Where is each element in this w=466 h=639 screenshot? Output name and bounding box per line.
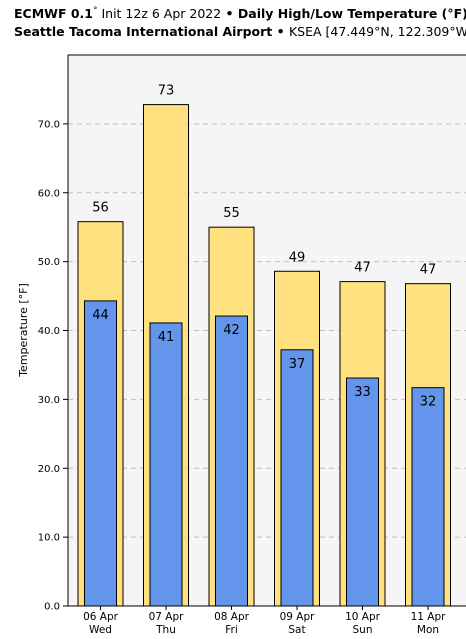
high-temp-label: 73 [158,84,175,99]
y-tick-label: 50.0 [38,257,60,268]
y-axis-label: Temperature [°F] [17,283,30,378]
separator: • [272,24,289,39]
low-temp-label: 44 [92,308,109,323]
low-temp-label: 33 [354,385,371,400]
init-time: Init 12z 6 Apr 2022 [97,6,222,21]
high-temp-label: 56 [92,201,109,216]
high-temp-label: 55 [223,206,240,221]
y-tick-label: 30.0 [38,395,60,406]
low-temp-label: 42 [223,323,240,338]
low-temp-bar [149,322,183,607]
x-tick-weekday: Sun [353,624,373,636]
axes: 0.0 10.0 20.0 30.0 40.0 50.0 60.0 70.0 06 AprWed… [38,54,466,636]
y-tick-label: 20.0 [38,464,60,475]
degree-sign: ° [92,6,98,16]
low-temp-bar [84,300,117,607]
high-temp-label: 47 [420,263,437,278]
x-tick-weekday: Wed [89,624,112,636]
y-tick-label: 0.0 [44,602,60,613]
x-tick-date: 08 Apr [214,611,250,623]
x-tick-date: 06 Apr [83,611,119,623]
x-tick-weekday: Mon [417,624,439,636]
y-tick-label: 70.0 [38,119,60,130]
model-name: ECMWF 0.1 [14,6,93,21]
chart-title: Daily High/Low Temperature (°F) [237,6,466,21]
low-temp-bar [411,387,445,607]
chart-header-line-1: ECMWF 0.1° Init 12z 6 Apr 2022 • Daily H… [14,6,466,21]
low-temp-label: 37 [289,357,306,372]
separator: • [221,6,238,21]
chart-header-line-2: Seattle Tacoma International Airport • K… [14,24,466,39]
low-temp-bar [346,377,379,607]
low-temp-label: 41 [158,330,175,345]
low-temp-label: 32 [420,395,437,410]
x-tick-weekday: Thu [155,624,176,636]
high-temp-label: 49 [289,250,306,265]
low-temp-bar [215,315,248,607]
x-tick-date: 11 Apr [411,611,447,623]
x-tick-date: 09 Apr [280,611,316,623]
station-info: KSEA [47.449°N, 122.309°W] [288,24,466,39]
value-labels: 56 44 73 41 55 42 49 37 47 33 47 32 [92,84,436,410]
high-temp-label: 47 [354,261,371,276]
x-tick-weekday: Fri [225,624,238,636]
x-tick-date: 07 Apr [149,611,185,623]
x-tick-weekday: Sat [288,624,305,636]
airport-name: Seattle Tacoma International Airport [14,24,273,39]
y-tick-label: 40.0 [38,326,60,337]
low-temp-bar [280,349,314,607]
gridlines [68,123,466,538]
y-tick-label: 60.0 [38,188,60,199]
y-tick-label: 10.0 [38,533,60,544]
bars [77,104,451,607]
x-tick-date: 10 Apr [345,611,381,623]
